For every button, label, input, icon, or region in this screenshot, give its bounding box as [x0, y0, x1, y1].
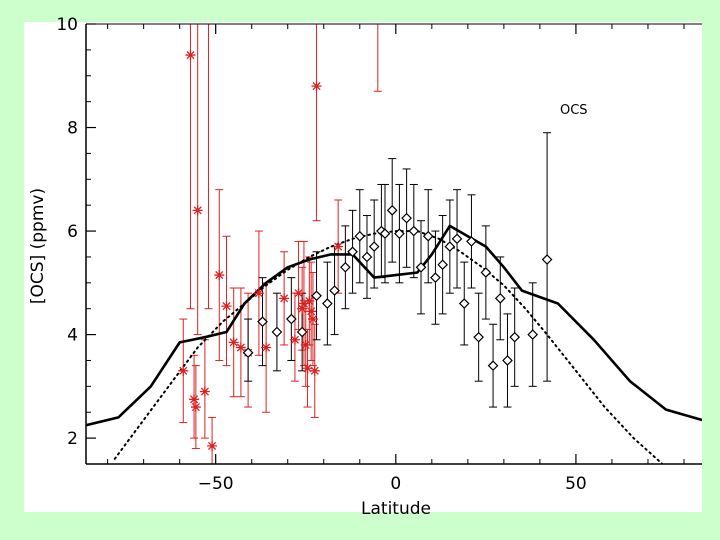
diamond-marker — [242, 347, 254, 359]
asterisk-marker — [207, 440, 218, 451]
diamond-marker — [444, 241, 456, 252]
y-tick-label: 4 — [67, 326, 78, 346]
diamond-marker — [311, 290, 322, 302]
diamond-marker — [361, 251, 373, 263]
diamond-marker — [394, 228, 405, 239]
diamond-marker — [296, 326, 308, 338]
y-tick-label: 8 — [67, 119, 78, 139]
diamond-marker — [415, 261, 427, 273]
asterisk-marker — [307, 314, 318, 325]
diamond-marker — [473, 331, 485, 343]
diamond-marker — [368, 241, 380, 252]
diamond-marker — [487, 360, 499, 371]
diamond-marker — [340, 261, 351, 273]
asterisk-marker — [192, 205, 203, 216]
asterisk-marker — [311, 81, 322, 92]
diamond-marker — [541, 254, 553, 265]
asterisk-marker — [178, 365, 189, 376]
diamond-marker — [401, 212, 412, 224]
diamond-marker — [322, 298, 333, 309]
diamond-marker — [271, 326, 283, 338]
y-tick-label: 2 — [67, 429, 78, 449]
asterisk-marker — [279, 293, 290, 304]
asterisk-marker — [199, 386, 210, 397]
asterisk-marker — [261, 342, 272, 353]
x-tick-label: −50 — [198, 474, 234, 494]
y-axis-label: [OCS] (ppmv) — [28, 188, 48, 304]
ocs-annotation: OCS — [560, 103, 588, 118]
asterisk-marker — [300, 339, 311, 350]
data-markers — [178, 9, 553, 451]
diamond-marker — [422, 230, 434, 242]
asterisk-marker — [293, 288, 304, 299]
diamond-marker — [502, 355, 513, 366]
asterisk-marker — [306, 306, 317, 317]
asterisk-marker — [221, 301, 232, 312]
diamond-marker — [285, 313, 297, 325]
diamond-marker — [458, 298, 470, 309]
diamond-marker — [466, 236, 477, 247]
asterisk-marker — [214, 270, 225, 281]
asterisk-marker — [235, 342, 246, 353]
asterisk-marker — [289, 334, 300, 345]
asterisk-marker — [333, 241, 344, 252]
diamond-marker — [480, 267, 492, 278]
asterisk-marker — [298, 298, 309, 309]
x-axis-label: Latitude — [361, 499, 431, 519]
diamond-marker — [386, 205, 398, 216]
asterisk-marker — [304, 295, 315, 306]
asterisk-marker — [228, 337, 239, 348]
asterisk-marker — [253, 288, 264, 299]
x-tick-label: 50 — [565, 474, 587, 494]
asterisk-marker — [309, 365, 320, 376]
asterisk-marker — [302, 363, 313, 374]
asterisk-marker — [297, 303, 308, 314]
diamond-marker — [354, 230, 366, 242]
diamond-marker — [527, 329, 539, 340]
diamond-marker — [494, 293, 506, 304]
asterisk-marker — [185, 50, 196, 61]
diamond-marker — [437, 259, 448, 271]
asterisk-marker — [190, 402, 201, 413]
diamond-marker — [430, 272, 441, 283]
y-tick-label: 10 — [56, 15, 78, 35]
diamond-marker — [509, 331, 521, 343]
diamond-marker — [329, 285, 340, 296]
asterisk-marker — [189, 394, 200, 405]
diamond-marker — [379, 228, 391, 239]
asterisk-marker — [373, 9, 383, 19]
x-tick-label: 0 — [390, 474, 401, 494]
diamond-marker — [451, 233, 463, 245]
diamond-marker — [347, 246, 358, 258]
diamond-marker — [257, 316, 268, 327]
diamond-marker — [408, 225, 420, 237]
y-tick-label: 6 — [67, 222, 78, 242]
axes: −50 0 50 2 4 6 8 10 — [56, 15, 702, 494]
